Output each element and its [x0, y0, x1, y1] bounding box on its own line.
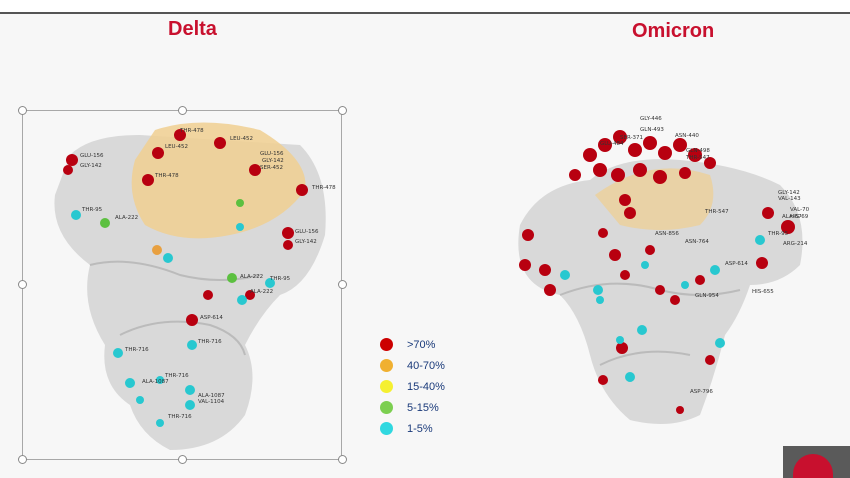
omicron-residue-label: GLU-484 [600, 141, 624, 147]
omicron-residue-label: ASP-614 [725, 261, 748, 267]
legend-label: 15-40% [407, 380, 445, 393]
resize-handle-sw[interactable] [18, 455, 27, 464]
omicron-residue-label: GLN-498 [686, 148, 710, 154]
delta-residue-label: ALA-222 [240, 274, 263, 280]
delta-residue-label: GLY-142 [262, 158, 284, 164]
delta-residue-label: THR-95 [269, 276, 291, 282]
delta-residue-label: THR-478 [179, 128, 204, 134]
delta-residue-label: GLY-142 [295, 239, 317, 245]
omicron-residue-label: ARG-214 [783, 241, 808, 247]
legend-item: 1-5% [380, 418, 470, 439]
omicron-residue-label: HIS-655 [752, 289, 774, 295]
delta-title: Delta [168, 18, 217, 40]
omicron-residue-label: ASN-764 [685, 239, 709, 245]
logo-shape [793, 454, 833, 478]
legend-swatch [380, 338, 393, 351]
delta-residue-label: ASP-614 [200, 315, 223, 321]
legend-item: 40-70% [380, 355, 470, 376]
delta-residue-label: ALA-1087 [198, 393, 225, 399]
legend-swatch [380, 380, 393, 393]
omicron-residue-label: THR-95 [767, 231, 789, 237]
omicron-residue-label: THR-547 [704, 209, 729, 215]
selection-box[interactable] [22, 110, 342, 460]
delta-residue-label: SER-452 [260, 165, 283, 171]
delta-residue-label: THR-716 [124, 347, 149, 353]
legend-swatch [380, 359, 393, 372]
legend-swatch [380, 401, 393, 414]
resize-handle-s[interactable] [178, 455, 187, 464]
omicron-residue-label: ASN-856 [655, 231, 679, 237]
omicron-residue-label: GLN-493 [640, 127, 664, 133]
delta-residue-label: ALA-1087 [142, 379, 169, 385]
delta-residue-label: THR-716 [167, 414, 192, 420]
delta-residue-label: ALA-222 [115, 215, 138, 221]
legend-label: >70% [407, 338, 436, 351]
legend-label: 40-70% [407, 359, 445, 372]
resize-handle-n[interactable] [178, 106, 187, 115]
omicron-residue-label: GLY-446 [640, 116, 662, 122]
omicron-residue-label: THR-547 [685, 155, 710, 161]
omicron-residue-label: ASP-796 [690, 389, 713, 395]
legend-label: 5-15% [407, 401, 439, 414]
resize-handle-e[interactable] [338, 280, 347, 289]
mutation-frequency-legend: >70% 40-70% 15-40% 5-15% 1-5% [380, 334, 470, 439]
delta-residue-label: GLU-156 [260, 151, 284, 157]
resize-handle-ne[interactable] [338, 106, 347, 115]
delta-residue-label: THR-478 [154, 173, 179, 179]
delta-residue-label: THR-478 [311, 185, 336, 191]
legend-item: 5-15% [380, 397, 470, 418]
delta-residue-label: THR-95 [81, 207, 103, 213]
delta-low-mutation-sites [100, 199, 244, 283]
delta-structure-image: THR-478 LEU-452 LEU-452 GLU-156 GLY-142 … [54, 122, 336, 450]
delta-rare-mutation-sites [71, 210, 275, 427]
omicron-residue-label: VAL-143 [778, 196, 801, 202]
resize-handle-w[interactable] [18, 280, 27, 289]
resize-handle-se[interactable] [338, 455, 347, 464]
delta-residue-label: GLY-142 [80, 163, 102, 169]
omicron-residue-label: GLY-142 [778, 190, 800, 196]
delta-residue-label: ALA-222 [250, 289, 273, 295]
omicron-residue-label: ASN-440 [675, 133, 699, 139]
delta-residue-label: LEU-452 [165, 144, 188, 150]
top-bar [0, 0, 850, 14]
omicron-residue-label: GLN-954 [695, 293, 719, 299]
omicron-residue-label: VAL-70 [790, 207, 810, 213]
omicron-title: Omicron [632, 20, 715, 42]
omicron-structure-image: GLY-446 GLN-493 SER-371 GLU-484 GLN-498 … [518, 116, 810, 424]
delta-residue-label: THR-716 [197, 339, 222, 345]
omicron-rare-mutation-sites [560, 235, 765, 382]
delta-residue-labels: THR-478 LEU-452 LEU-452 GLU-156 GLY-142 … [80, 128, 336, 420]
omicron-high-mutation-sites [519, 130, 795, 414]
legend-label: 1-5% [407, 422, 433, 435]
omicron-residue-label: ALA-67 [782, 214, 802, 220]
resize-handle-nw[interactable] [18, 106, 27, 115]
legend-item: 15-40% [380, 376, 470, 397]
corner-logo [783, 446, 850, 478]
delta-residue-label: GLU-156 [295, 229, 319, 235]
delta-residue-label: VAL-1104 [198, 399, 225, 405]
omicron-residue-labels: GLY-446 GLN-493 SER-371 GLU-484 GLN-498 … [600, 116, 810, 395]
legend-item: >70% [380, 334, 470, 355]
delta-high-mutation-sites [63, 129, 308, 326]
omicron-residue-label: HIS-69 [790, 214, 809, 220]
delta-mid-mutation-sites [152, 245, 162, 255]
delta-residue-label: LEU-452 [230, 136, 253, 142]
omicron-residue-label: SER-371 [620, 135, 643, 141]
delta-residue-label: GLU-156 [80, 153, 104, 159]
delta-residue-label: THR-716 [164, 373, 189, 379]
legend-swatch [380, 422, 393, 435]
